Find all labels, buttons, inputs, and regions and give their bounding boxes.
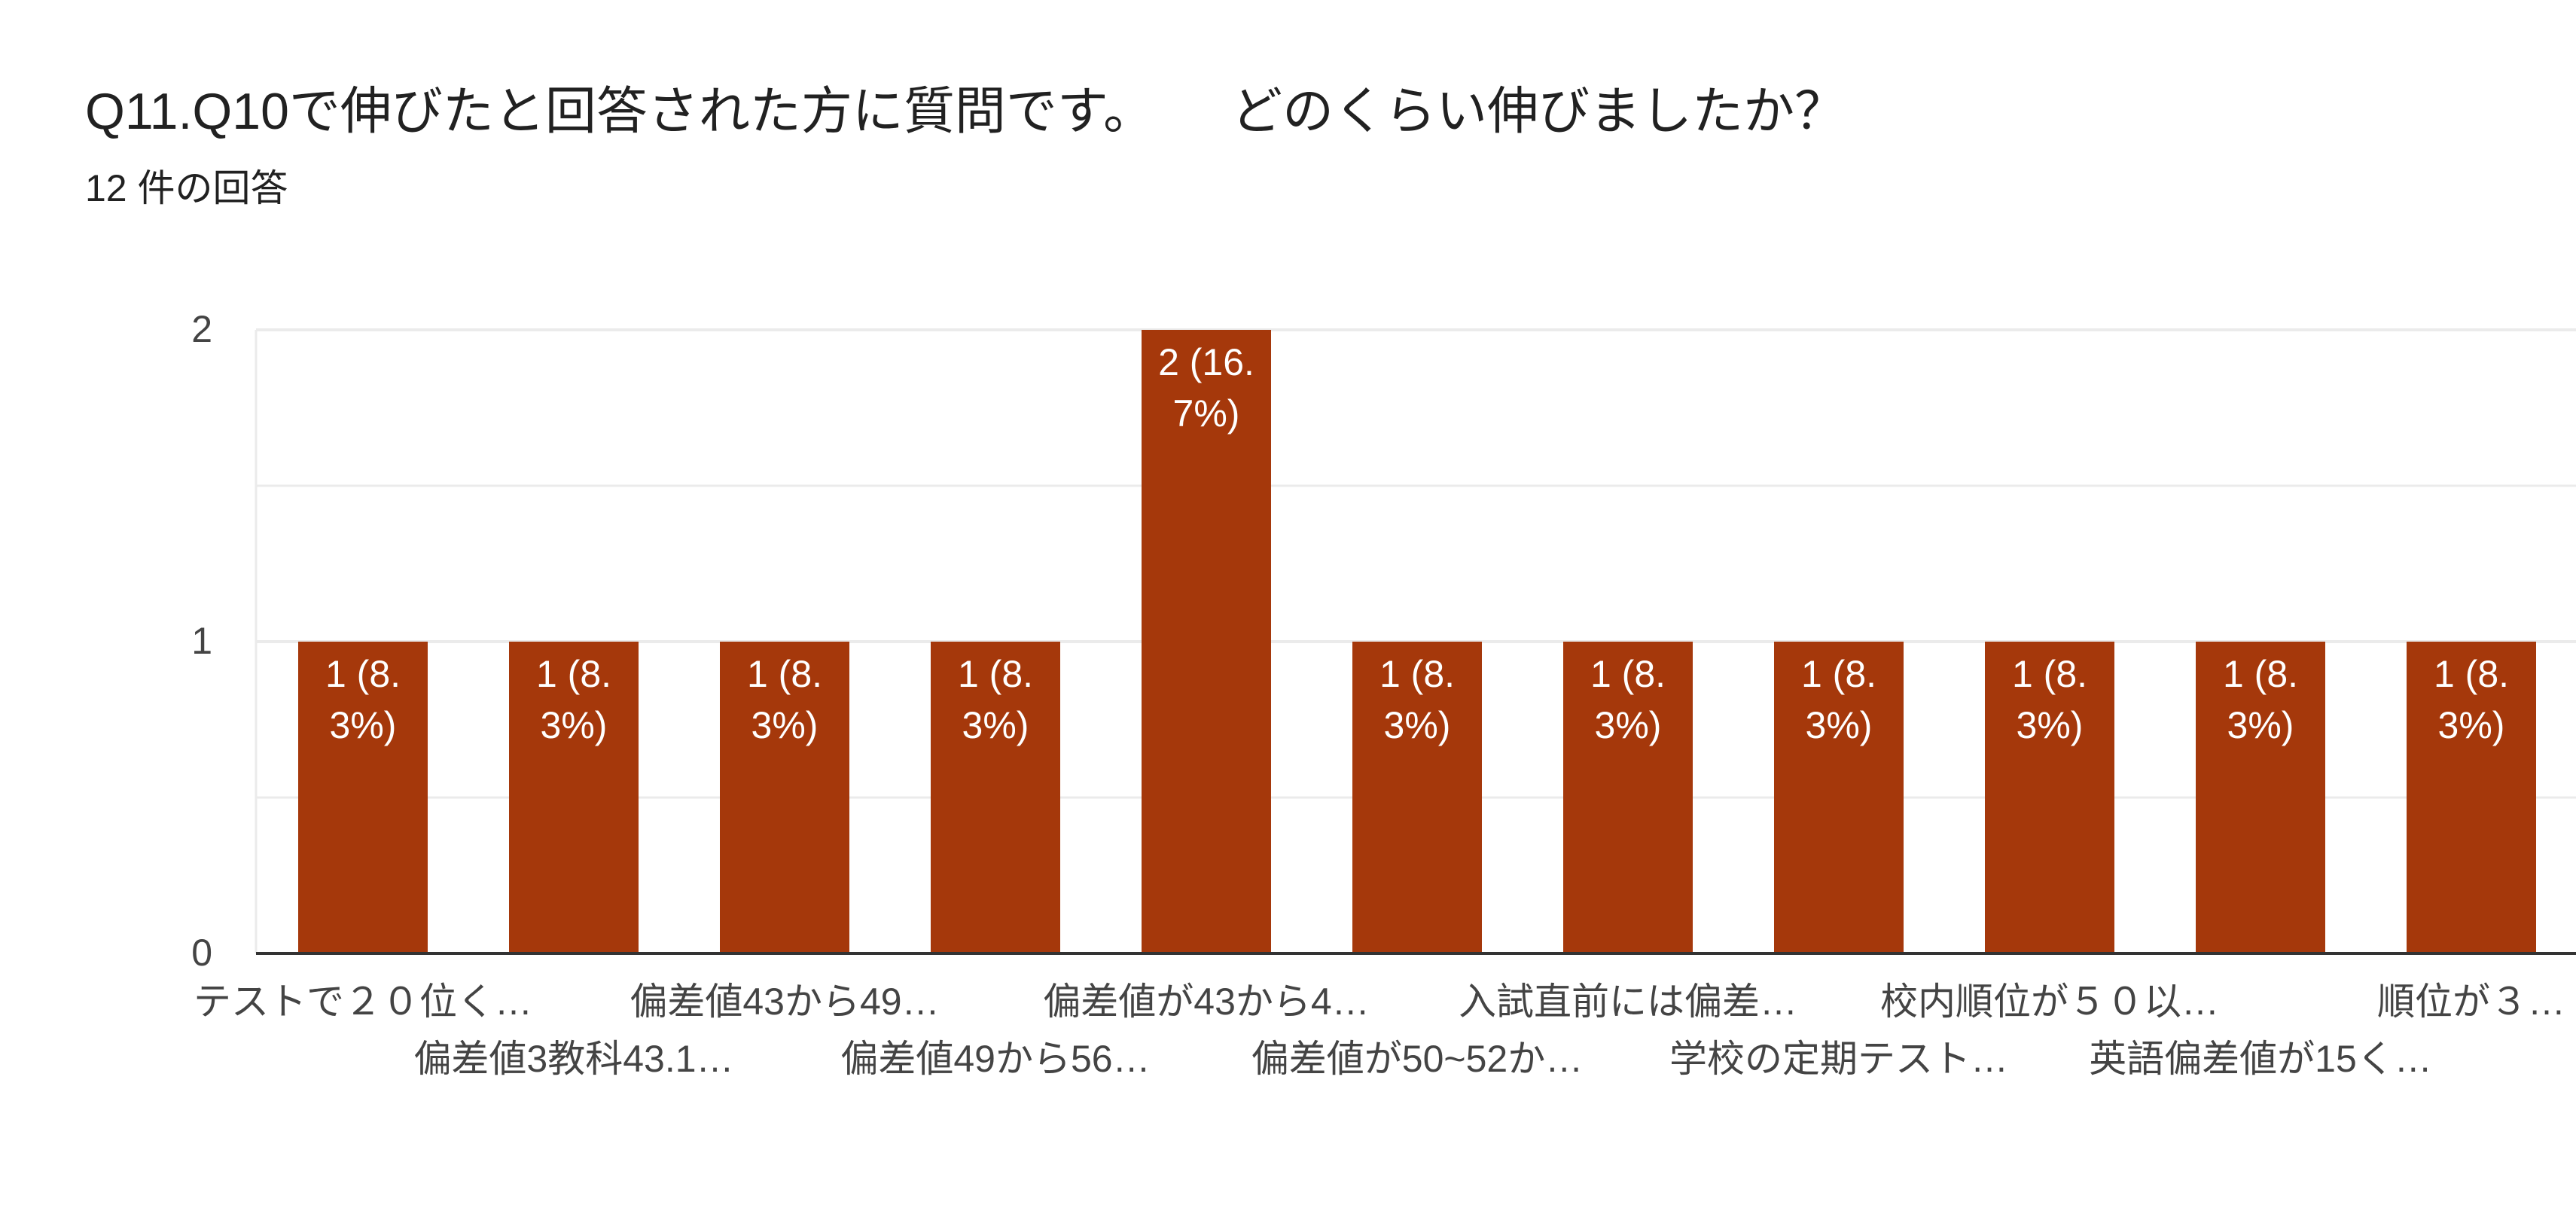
bar-data-label: 1 (8. [2223, 653, 2298, 695]
bar [509, 642, 639, 953]
bar [2407, 642, 2536, 953]
bar-data-label: 3%) [962, 704, 1029, 746]
x-category-label: 偏差値49から56… [840, 1038, 1150, 1080]
bar-data-label: 3%) [2227, 704, 2294, 746]
bar-data-label: 1 (8. [536, 653, 611, 695]
x-category-label: 順位が３… [2377, 981, 2565, 1023]
bar [1985, 642, 2114, 953]
bar-data-label: 1 (8. [958, 653, 1033, 695]
bar [1142, 330, 1271, 953]
chart-title: Q11.Q10で伸びたと回答された方に質問です。 どのくらい伸びましたか？ [85, 83, 1846, 140]
bar-data-label: 1 (8. [2434, 653, 2509, 695]
bar-data-label: 2 (16. [1158, 341, 1254, 383]
x-category-label: 偏差値が50~52か… [1251, 1038, 1583, 1080]
x-category-label: 校内順位が５０以… [1880, 981, 2219, 1023]
response-count: 12 件の回答 [85, 167, 288, 209]
bar [1774, 642, 1904, 953]
bar [1352, 642, 1482, 953]
bar-data-label: 3%) [751, 704, 819, 746]
bar-data-label: 1 (8. [747, 653, 822, 695]
bar-data-label: 3%) [1384, 704, 1451, 746]
bar [720, 642, 849, 953]
bar-data-label: 3%) [541, 704, 608, 746]
x-category-label: 偏差値3教科43.1… [413, 1038, 733, 1080]
x-category-label: 偏差値が43から4… [1043, 981, 1369, 1023]
bar-data-label: 1 (8. [1379, 653, 1455, 695]
x-category-label: 入試直前には偏差… [1459, 981, 1797, 1023]
x-category-label: 英語偏差値が15く… [2089, 1038, 2432, 1080]
y-tick-label: 1 [191, 620, 212, 662]
bar [298, 642, 428, 953]
x-category-label: テストで２０位く… [194, 981, 532, 1023]
bar-data-label: 1 (8. [1801, 653, 1876, 695]
bar-data-label: 1 (8. [2012, 653, 2087, 695]
x-category-label: 偏差値43から49… [630, 981, 939, 1023]
x-category-label: 学校の定期テスト… [1669, 1038, 2008, 1080]
bar-data-label: 3%) [1806, 704, 1873, 746]
bar-data-label: 1 (8. [325, 653, 401, 695]
bar-data-label: 3%) [1595, 704, 1662, 746]
bar [1563, 642, 1693, 953]
bar [2196, 642, 2325, 953]
bar-data-label: 7%) [1173, 392, 1240, 435]
bar-data-label: 3%) [2438, 704, 2505, 746]
bar-data-label: 1 (8. [1590, 653, 1666, 695]
bar [931, 642, 1060, 953]
bar-data-label: 3%) [330, 704, 397, 746]
y-tick-label: 2 [191, 308, 212, 350]
bar-data-label: 3%) [2017, 704, 2084, 746]
y-tick-label: 0 [191, 932, 212, 974]
